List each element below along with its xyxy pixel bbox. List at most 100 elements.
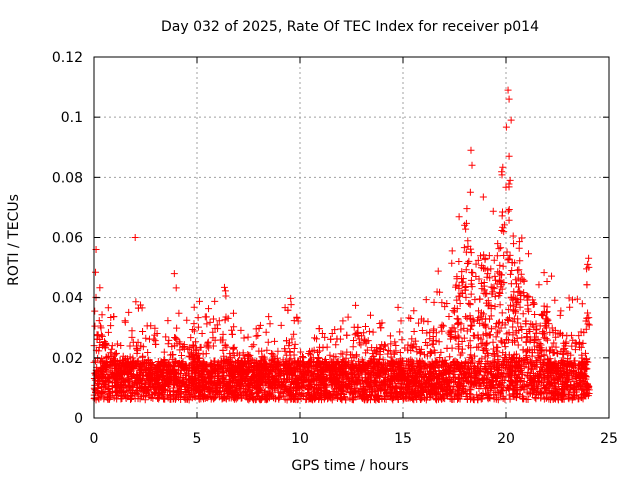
data-point	[464, 260, 472, 268]
data-point	[300, 362, 308, 370]
data-point	[281, 347, 289, 355]
data-point	[381, 342, 389, 350]
data-point	[422, 296, 430, 304]
data-point	[159, 386, 167, 394]
data-point	[548, 272, 556, 280]
data-point	[243, 357, 251, 365]
data-point	[103, 393, 111, 401]
data-point	[316, 343, 324, 351]
data-point	[499, 364, 507, 372]
data-point	[559, 358, 567, 366]
data-point	[398, 385, 406, 393]
data-point	[364, 337, 372, 345]
data-point	[435, 338, 443, 346]
data-point	[369, 328, 377, 336]
data-point	[350, 363, 358, 371]
data-point	[100, 340, 108, 348]
data-point	[224, 388, 232, 396]
data-point	[460, 244, 468, 252]
data-point	[540, 395, 548, 403]
data-point	[209, 315, 217, 323]
data-point	[161, 395, 169, 403]
data-point	[380, 346, 388, 354]
data-point	[504, 207, 512, 215]
data-point	[451, 373, 459, 381]
data-point	[544, 316, 552, 324]
data-point	[554, 330, 562, 338]
data-point	[164, 340, 172, 348]
data-point	[497, 244, 505, 252]
data-point	[320, 395, 328, 403]
data-point	[221, 342, 229, 350]
data-point	[438, 357, 446, 365]
data-point	[210, 395, 218, 403]
data-point	[456, 395, 464, 403]
data-point	[567, 351, 575, 359]
data-point	[267, 392, 275, 400]
data-point	[464, 358, 472, 366]
data-point	[134, 388, 142, 396]
data-point	[190, 355, 198, 363]
data-point	[228, 326, 236, 334]
data-point	[505, 391, 513, 399]
data-point	[151, 324, 159, 332]
data-point	[164, 317, 172, 325]
data-point	[351, 393, 359, 401]
data-point	[426, 360, 434, 368]
data-point	[431, 349, 439, 357]
data-point	[528, 362, 536, 370]
data-point	[133, 345, 141, 353]
data-point	[187, 334, 195, 342]
data-point	[396, 348, 404, 356]
data-point	[186, 353, 194, 361]
data-point	[381, 377, 389, 385]
data-point	[251, 379, 259, 387]
data-point	[477, 279, 485, 287]
data-point	[187, 350, 195, 358]
data-point	[352, 301, 360, 309]
data-point	[399, 390, 407, 398]
data-point	[506, 270, 514, 278]
data-point	[205, 305, 213, 313]
data-point	[424, 318, 432, 326]
data-point	[125, 367, 133, 375]
data-point	[502, 183, 510, 191]
data-point	[487, 312, 495, 320]
data-point	[554, 396, 562, 404]
data-point	[174, 388, 182, 396]
data-point	[462, 266, 470, 274]
data-point	[251, 371, 259, 379]
data-point	[536, 347, 544, 355]
data-point	[230, 343, 238, 351]
data-point	[470, 381, 478, 389]
data-point	[504, 256, 512, 264]
data-point	[467, 276, 475, 284]
data-point	[466, 390, 474, 398]
data-point	[516, 355, 524, 363]
data-point	[512, 276, 520, 284]
data-point	[534, 335, 542, 343]
data-point	[507, 378, 515, 386]
data-point	[111, 357, 119, 365]
data-point	[470, 373, 478, 381]
data-point	[544, 355, 552, 363]
data-point	[265, 369, 273, 377]
data-point	[391, 338, 399, 346]
data-point	[194, 323, 202, 331]
data-point	[231, 363, 239, 371]
data-point	[467, 325, 475, 333]
data-point	[462, 225, 470, 233]
data-point	[175, 309, 183, 317]
data-point	[314, 348, 322, 356]
data-point	[158, 374, 166, 382]
data-point	[192, 338, 200, 346]
data-point	[585, 254, 593, 262]
data-point	[462, 219, 470, 227]
data-point	[323, 343, 331, 351]
data-point	[131, 360, 139, 368]
data-point	[410, 327, 418, 335]
data-point	[482, 299, 490, 307]
data-point	[328, 329, 336, 337]
data-point	[386, 332, 394, 340]
data-point	[556, 370, 564, 378]
